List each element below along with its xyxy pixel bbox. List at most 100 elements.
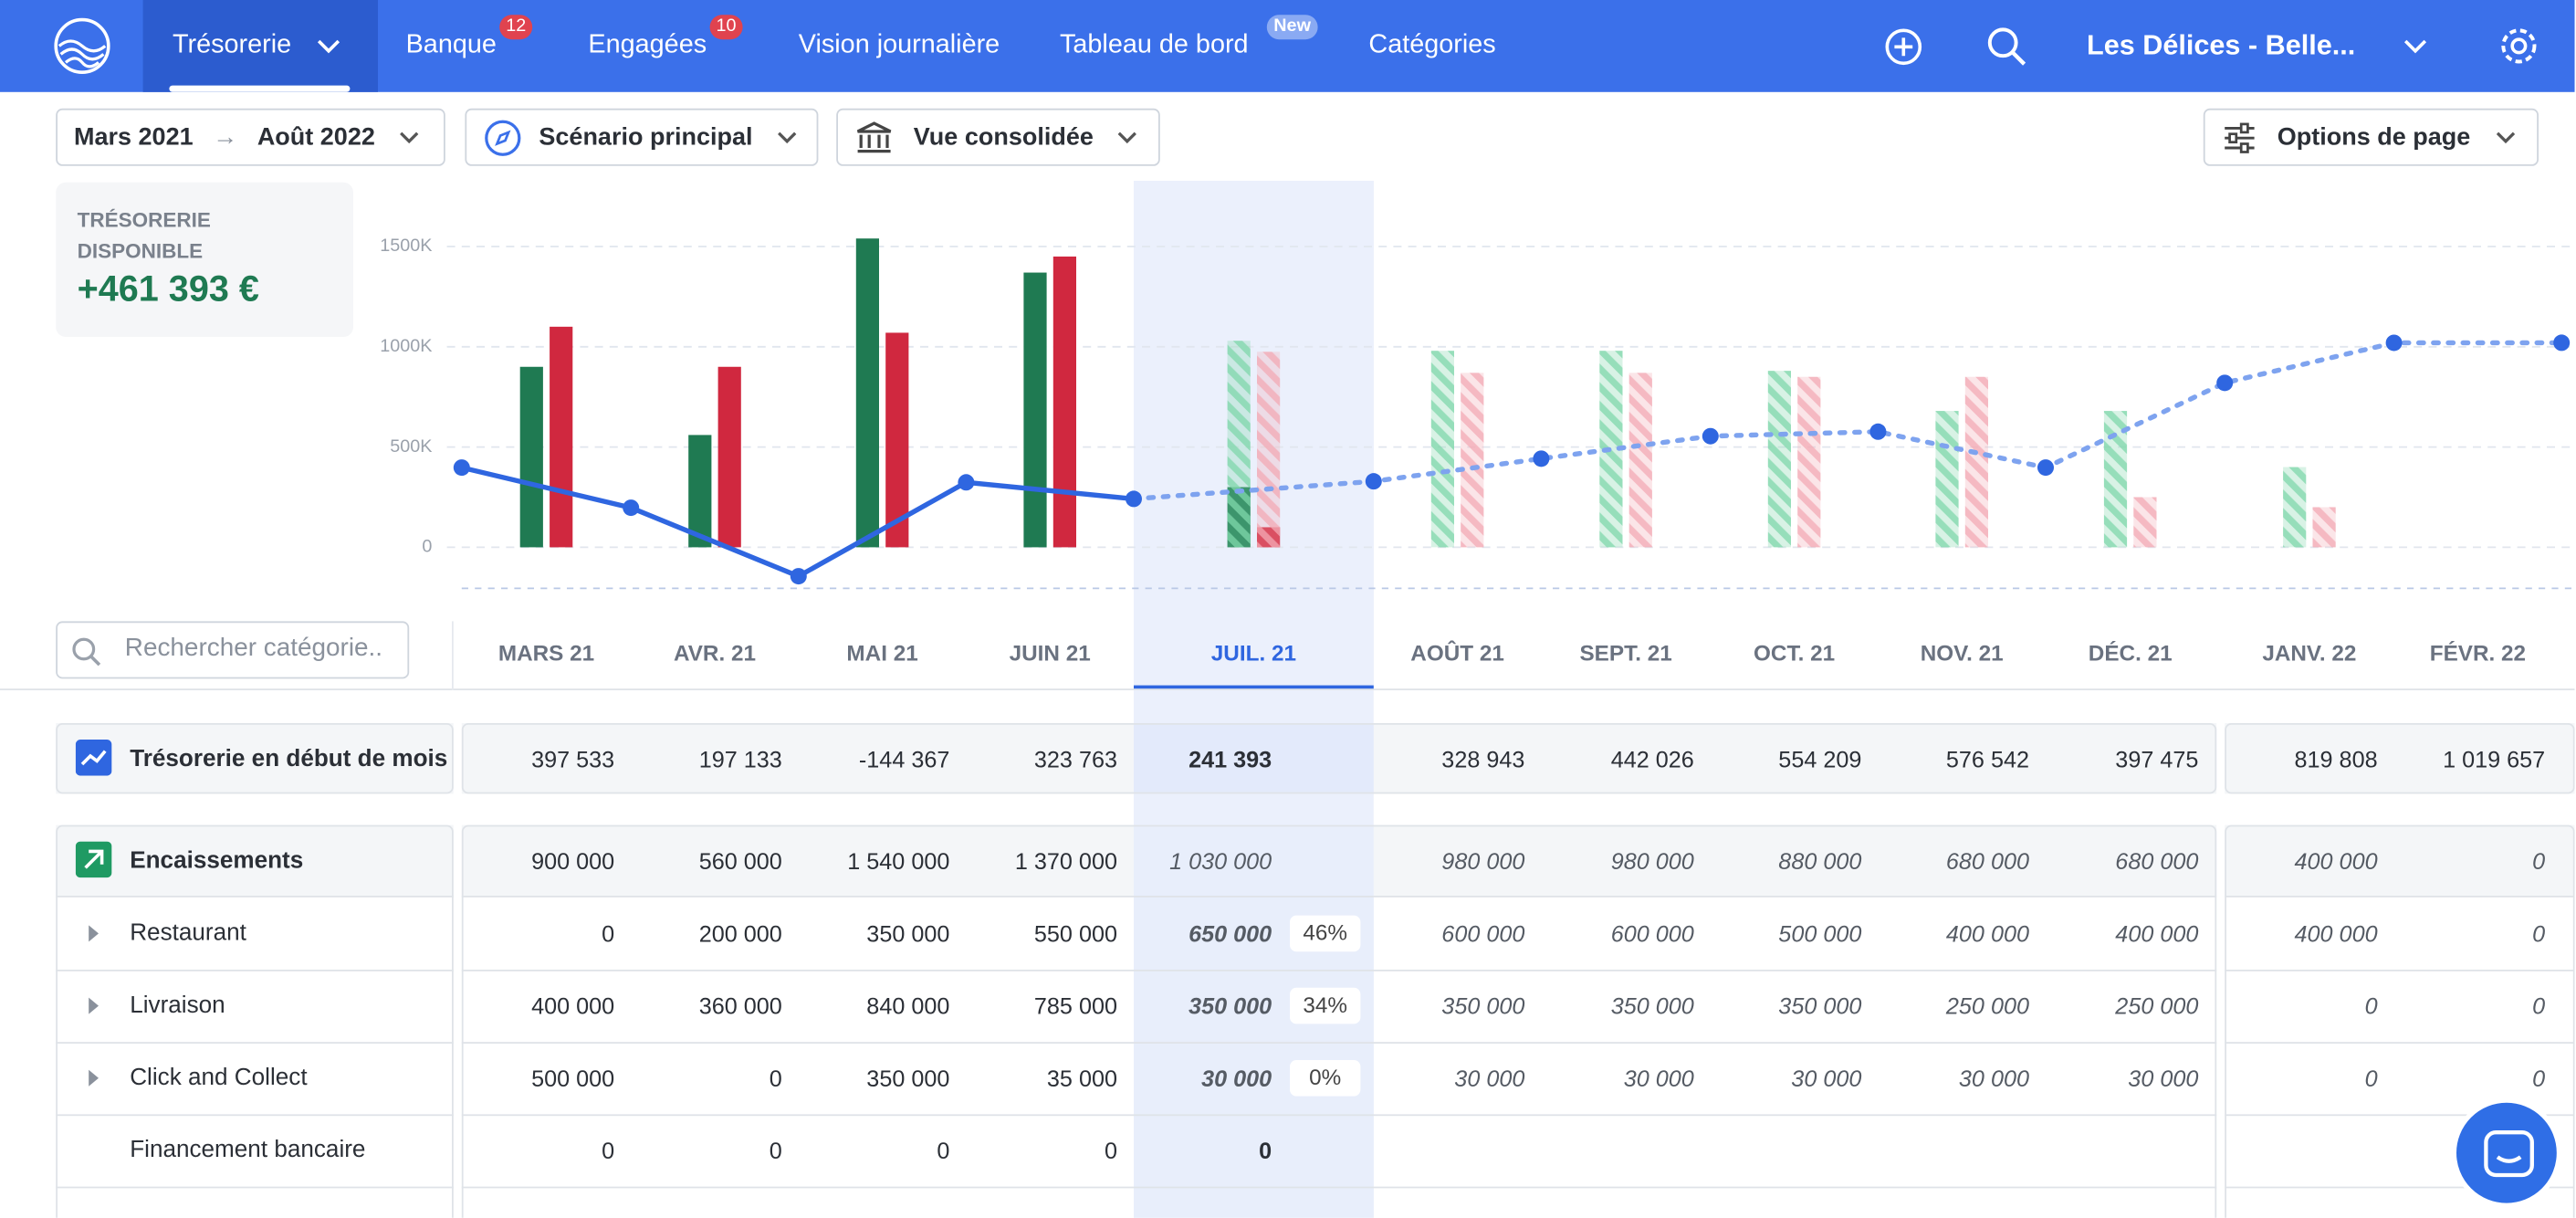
chevron-icon bbox=[1118, 131, 1137, 143]
bar bbox=[550, 326, 573, 548]
period-select[interactable]: Mars 2021 → Août 2022 bbox=[56, 108, 445, 166]
cell-value: 400 000 bbox=[531, 992, 615, 1019]
bar bbox=[1461, 373, 1484, 548]
column-header[interactable]: FÉVR. 22 bbox=[2429, 641, 2527, 666]
scenario-select[interactable]: Scénario principal bbox=[465, 108, 819, 166]
balance-point bbox=[1869, 423, 1887, 440]
column-header[interactable]: OCT. 21 bbox=[1754, 641, 1836, 666]
cell-value: 350 000 bbox=[866, 919, 950, 946]
chevron-icon bbox=[2495, 131, 2515, 143]
group-values-box bbox=[2225, 824, 2575, 1218]
company-chevron[interactable] bbox=[2403, 33, 2429, 59]
page-options[interactable]: Options de page bbox=[2203, 108, 2539, 166]
caret bbox=[89, 924, 99, 941]
company-name[interactable]: Les Délices - Belle... bbox=[2087, 29, 2356, 61]
cell-value: 0 bbox=[2532, 1065, 2546, 1092]
column-header[interactable]: JUIL. 21 bbox=[1210, 641, 1297, 666]
cell-value: 350 000 bbox=[1189, 992, 1272, 1019]
search-button[interactable] bbox=[1986, 26, 2029, 69]
row-divider bbox=[2225, 1114, 2575, 1117]
row-divider bbox=[461, 1114, 2217, 1117]
view-select[interactable]: Vue consolidée bbox=[836, 108, 1160, 166]
column-header[interactable]: DÉC. 21 bbox=[2088, 641, 2173, 666]
bar bbox=[1797, 376, 1821, 548]
cell-value: 397 533 bbox=[531, 745, 615, 772]
add-button[interactable] bbox=[1883, 26, 1924, 68]
cell-value: 35 000 bbox=[1046, 1065, 1117, 1092]
cell-value: 1 030 000 bbox=[1169, 846, 1272, 874]
expand-caret[interactable] bbox=[86, 996, 102, 1016]
y-tick-label: 1000K bbox=[380, 336, 432, 356]
logo[interactable] bbox=[53, 16, 115, 76]
cell-value: 30 000 bbox=[1623, 1065, 1694, 1092]
cell-value: 0 bbox=[602, 919, 615, 946]
expand-caret[interactable] bbox=[86, 923, 102, 943]
cell-value: 0 bbox=[2364, 1065, 2378, 1092]
balance-point bbox=[1365, 473, 1382, 490]
column-header[interactable]: MARS 21 bbox=[497, 641, 595, 666]
bar bbox=[519, 366, 543, 548]
row-divider bbox=[461, 1186, 2217, 1189]
cell-value: 442 026 bbox=[1610, 745, 1694, 772]
cell-value: 0 bbox=[2532, 846, 2546, 874]
summary-card: TRÉSORERIE DISPONIBLE +461 393 € bbox=[56, 182, 353, 337]
cell-value: 0 bbox=[769, 1137, 782, 1164]
period-start: Mars 2021 bbox=[74, 123, 194, 152]
cell-value: 785 000 bbox=[1033, 992, 1117, 1019]
column-header[interactable]: NOV. 21 bbox=[1920, 641, 2004, 666]
row-divider bbox=[56, 1186, 454, 1189]
nav-item[interactable]: Engagées 10 bbox=[588, 0, 743, 92]
nav-badge: 12 bbox=[499, 15, 533, 40]
bar bbox=[1257, 352, 1281, 548]
sliders-icon bbox=[2225, 121, 2255, 152]
cell-value: 30 000 bbox=[1791, 1065, 1862, 1092]
row-divider bbox=[56, 896, 454, 898]
search-placeholder: Rechercher catégorie.. bbox=[124, 634, 383, 663]
icon-glyph bbox=[80, 750, 107, 766]
y-tick-label: 1500K bbox=[380, 236, 432, 256]
cell-value: 0 bbox=[2532, 992, 2546, 1019]
row-divider bbox=[56, 1114, 454, 1117]
summary-value: +461 393 € bbox=[77, 268, 259, 310]
bar bbox=[2133, 497, 2157, 548]
cell-value: 400 000 bbox=[2115, 919, 2199, 946]
nav-item[interactable]: Tableau de bord New bbox=[1060, 0, 1318, 92]
column-header[interactable]: SEPT. 21 bbox=[1579, 641, 1672, 666]
row-divider bbox=[56, 970, 454, 971]
row-divider bbox=[56, 1042, 454, 1044]
search-box[interactable]: Rechercher catégorie.. bbox=[56, 621, 410, 679]
cell-value: 400 000 bbox=[2294, 846, 2378, 874]
column-header[interactable]: MAI 21 bbox=[846, 641, 918, 666]
bar bbox=[855, 238, 879, 548]
row0-label-box bbox=[56, 723, 454, 794]
chevron-icon bbox=[778, 131, 797, 143]
cell-value: 900 000 bbox=[531, 846, 615, 874]
column-header[interactable]: AVR. 21 bbox=[673, 641, 757, 666]
bar bbox=[2312, 507, 2336, 548]
group-label-box bbox=[56, 824, 454, 1218]
column-header[interactable]: AOÛT 21 bbox=[1410, 641, 1504, 666]
chat-button[interactable] bbox=[2451, 1097, 2562, 1208]
balance-point bbox=[2385, 334, 2403, 352]
expand-caret[interactable] bbox=[86, 1068, 102, 1088]
cell-value: 360 000 bbox=[698, 992, 782, 1019]
bar bbox=[885, 332, 909, 548]
active-underline bbox=[169, 85, 351, 92]
balance-point bbox=[453, 459, 470, 477]
bar bbox=[1964, 376, 1988, 548]
settings-button[interactable] bbox=[2497, 25, 2540, 68]
cell-value: 30 000 bbox=[1958, 1065, 2029, 1092]
nav-item[interactable]: Vision journalière bbox=[799, 0, 1000, 92]
nav-badge: 10 bbox=[709, 15, 743, 40]
column-header[interactable]: JUIN 21 bbox=[1009, 641, 1091, 666]
cell-value: 1 540 000 bbox=[847, 846, 950, 874]
cell-value: 328 943 bbox=[1441, 745, 1525, 772]
column-header[interactable]: JANV. 22 bbox=[2262, 641, 2357, 666]
nav-item[interactable]: Catégories bbox=[1368, 0, 1495, 92]
bar bbox=[1052, 256, 1076, 548]
nav-item[interactable]: Banque 12 bbox=[406, 0, 533, 92]
cell-value: 30 000 bbox=[1201, 1065, 1272, 1092]
nav-item[interactable]: Trésorerie bbox=[173, 0, 291, 92]
cell-value: 350 000 bbox=[866, 1065, 950, 1092]
